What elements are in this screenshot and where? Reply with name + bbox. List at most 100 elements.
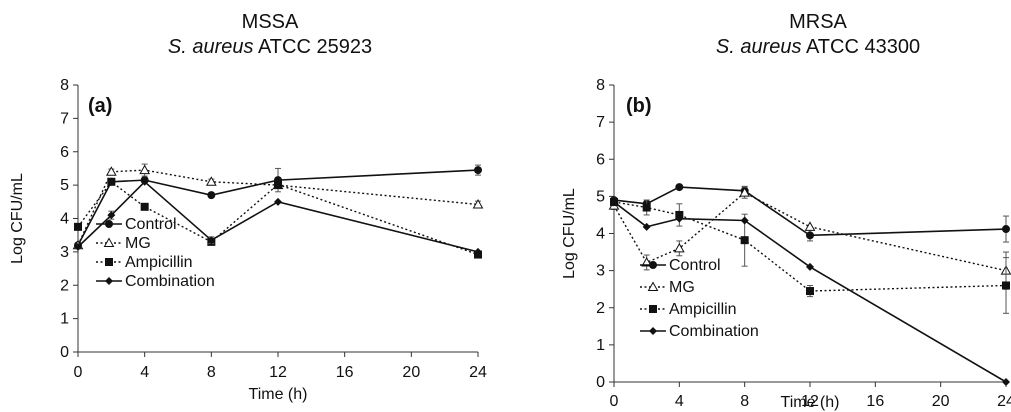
data-point xyxy=(642,222,651,231)
legend-label: Combination xyxy=(669,323,759,340)
x-axis-label: Time (h) xyxy=(249,386,308,403)
chart-subtitle: S. aureus ATCC 25923 xyxy=(168,36,372,58)
y-tick-label: 8 xyxy=(596,77,605,94)
panel-label: (a) xyxy=(88,95,112,117)
x-tick-label: 4 xyxy=(675,393,684,410)
series-line xyxy=(613,201,1007,383)
data-point xyxy=(472,198,484,209)
data-point xyxy=(610,197,618,206)
chart-subtitle: S. aureus ATCC 43300 xyxy=(716,36,920,58)
chart-subtitle-strain: ATCC 43300 xyxy=(802,36,921,58)
legend-label: MG xyxy=(669,279,695,296)
data-point xyxy=(675,183,684,192)
chart-subtitle-species: S. aureus xyxy=(168,36,254,58)
data-point xyxy=(107,211,116,220)
data-point xyxy=(675,214,684,223)
y-tick-label: 2 xyxy=(596,300,605,317)
legend-marker xyxy=(649,327,657,335)
data-point xyxy=(105,166,117,176)
y-axis-label: Log CFU/mL xyxy=(9,173,26,264)
chart-subtitle-strain: ATCC 25923 xyxy=(254,36,373,58)
y-tick-label: 3 xyxy=(60,244,69,261)
legend: Control MG Ampicillin Combination xyxy=(96,216,215,290)
data-point xyxy=(207,191,216,200)
x-tick-label: 12 xyxy=(269,364,287,381)
data-point xyxy=(1002,378,1010,386)
y-tick-label: 5 xyxy=(596,188,605,205)
data-point xyxy=(274,197,282,206)
x-tick-label: 24 xyxy=(997,393,1011,410)
y-tick-label: 7 xyxy=(596,114,605,131)
data-point xyxy=(474,247,482,256)
x-tick-label: 8 xyxy=(207,364,216,381)
y-tick-label: 8 xyxy=(60,77,69,94)
data-point xyxy=(641,256,653,267)
legend-label: Control xyxy=(669,257,721,274)
series-line xyxy=(613,191,1007,272)
series-control xyxy=(610,183,1010,243)
x-tick-label: 16 xyxy=(336,364,354,381)
legend-marker xyxy=(103,237,115,247)
data-point xyxy=(1002,281,1010,290)
legend-label: Ampicillin xyxy=(669,301,737,318)
y-tick-label: 0 xyxy=(60,344,69,361)
legend-marker xyxy=(105,277,113,285)
x-tick-label: 20 xyxy=(402,364,420,381)
data-point xyxy=(740,236,749,245)
legend-marker xyxy=(649,261,657,269)
data-point xyxy=(739,187,751,197)
data-point xyxy=(806,231,814,240)
data-point xyxy=(474,166,482,175)
series-line xyxy=(77,180,479,256)
data-point xyxy=(107,177,116,186)
data-point xyxy=(207,236,216,245)
x-tick-label: 0 xyxy=(74,364,83,381)
data-point xyxy=(74,242,82,251)
x-tick-label: 16 xyxy=(866,393,884,410)
legend-label: MG xyxy=(125,235,151,252)
legend-label: Combination xyxy=(125,273,215,290)
series-ampicillin xyxy=(610,197,1010,314)
data-point xyxy=(673,242,685,253)
x-axis-label: Time (h) xyxy=(781,394,840,411)
y-tick-label: 6 xyxy=(60,144,69,161)
y-tick-label: 0 xyxy=(596,374,605,391)
series-line xyxy=(613,201,1007,292)
y-tick-label: 4 xyxy=(596,226,605,243)
data-point xyxy=(74,222,82,231)
y-tick-label: 7 xyxy=(60,110,69,127)
legend-label: Control xyxy=(125,216,177,233)
legend-marker xyxy=(647,281,659,291)
y-tick-label: 6 xyxy=(596,151,605,168)
data-point xyxy=(806,262,814,271)
legend-marker xyxy=(105,220,113,228)
y-axis-label: Log CFU/mL xyxy=(561,188,578,279)
data-point xyxy=(1002,225,1010,234)
x-tick-label: 20 xyxy=(932,393,950,410)
series-combination xyxy=(74,177,482,256)
series-line xyxy=(77,169,479,246)
data-point xyxy=(642,203,651,212)
data-point xyxy=(740,216,749,225)
data-point xyxy=(205,176,217,186)
x-tick-label: 0 xyxy=(610,393,619,410)
x-tick-label: 8 xyxy=(740,393,749,410)
legend-marker xyxy=(105,258,113,266)
x-tick-label: 24 xyxy=(469,364,487,381)
data-point xyxy=(140,202,149,211)
panel-label: (b) xyxy=(626,95,652,117)
y-tick-label: 1 xyxy=(60,311,69,328)
chart-subtitle-species: S. aureus xyxy=(716,36,802,58)
y-tick-label: 5 xyxy=(60,177,69,194)
y-tick-label: 4 xyxy=(60,211,69,228)
y-tick-label: 3 xyxy=(596,263,605,280)
chart-title: MSSA xyxy=(242,11,299,33)
data-point xyxy=(806,287,814,296)
chart-title: MRSA xyxy=(789,11,847,33)
y-tick-label: 1 xyxy=(596,337,605,354)
x-tick-label: 12 xyxy=(801,393,819,410)
data-point xyxy=(804,221,816,231)
